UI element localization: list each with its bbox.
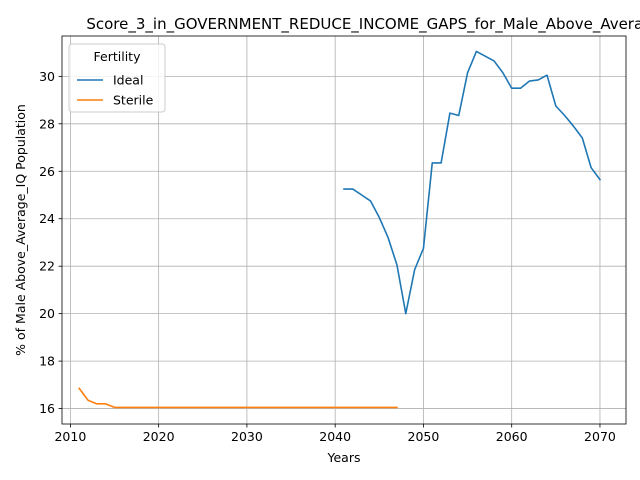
y-tick-label: 28 <box>39 116 55 131</box>
x-tick-label: 2020 <box>143 429 175 444</box>
series-line-sterile <box>78 387 398 409</box>
legend: Fertility Ideal Sterile <box>68 43 166 113</box>
legend-label-sterile: Sterile <box>113 93 154 108</box>
x-axis-label: Years <box>327 450 361 465</box>
grid-lines <box>62 36 626 424</box>
y-tick-label: 30 <box>39 69 55 84</box>
legend-items: Ideal Sterile <box>77 73 154 108</box>
y-tick-label: 24 <box>39 211 55 226</box>
y-axis-label: % of Male Above_Average_IQ Population <box>13 104 28 356</box>
x-tick-label: 2030 <box>231 429 263 444</box>
x-tick-label: 2010 <box>54 429 86 444</box>
x-axis-ticks: 2010 2020 2030 2040 2050 2060 2070 <box>54 424 616 444</box>
x-tick-label: 2060 <box>496 429 528 444</box>
x-tick-label: 2070 <box>584 429 616 444</box>
y-tick-label: 22 <box>39 259 55 274</box>
x-tick-label: 2040 <box>319 429 351 444</box>
x-tick-label: 2050 <box>408 429 440 444</box>
series-line-ideal <box>343 50 602 315</box>
y-tick-label: 16 <box>39 401 55 416</box>
legend-box <box>68 43 166 113</box>
plot-frame <box>61 35 627 425</box>
legend-title: Fertility <box>94 49 142 64</box>
legend-label-ideal: Ideal <box>113 73 143 88</box>
y-tick-label: 26 <box>39 164 55 179</box>
y-tick-label: 20 <box>39 306 55 321</box>
y-axis-ticks: 16 18 20 22 24 26 28 30 <box>39 69 62 416</box>
y-tick-label: 18 <box>39 354 55 369</box>
chart-title: Score_3_in_GOVERNMENT_REDUCE_INCOME_GAPS… <box>86 15 640 34</box>
series-lines <box>78 50 602 409</box>
